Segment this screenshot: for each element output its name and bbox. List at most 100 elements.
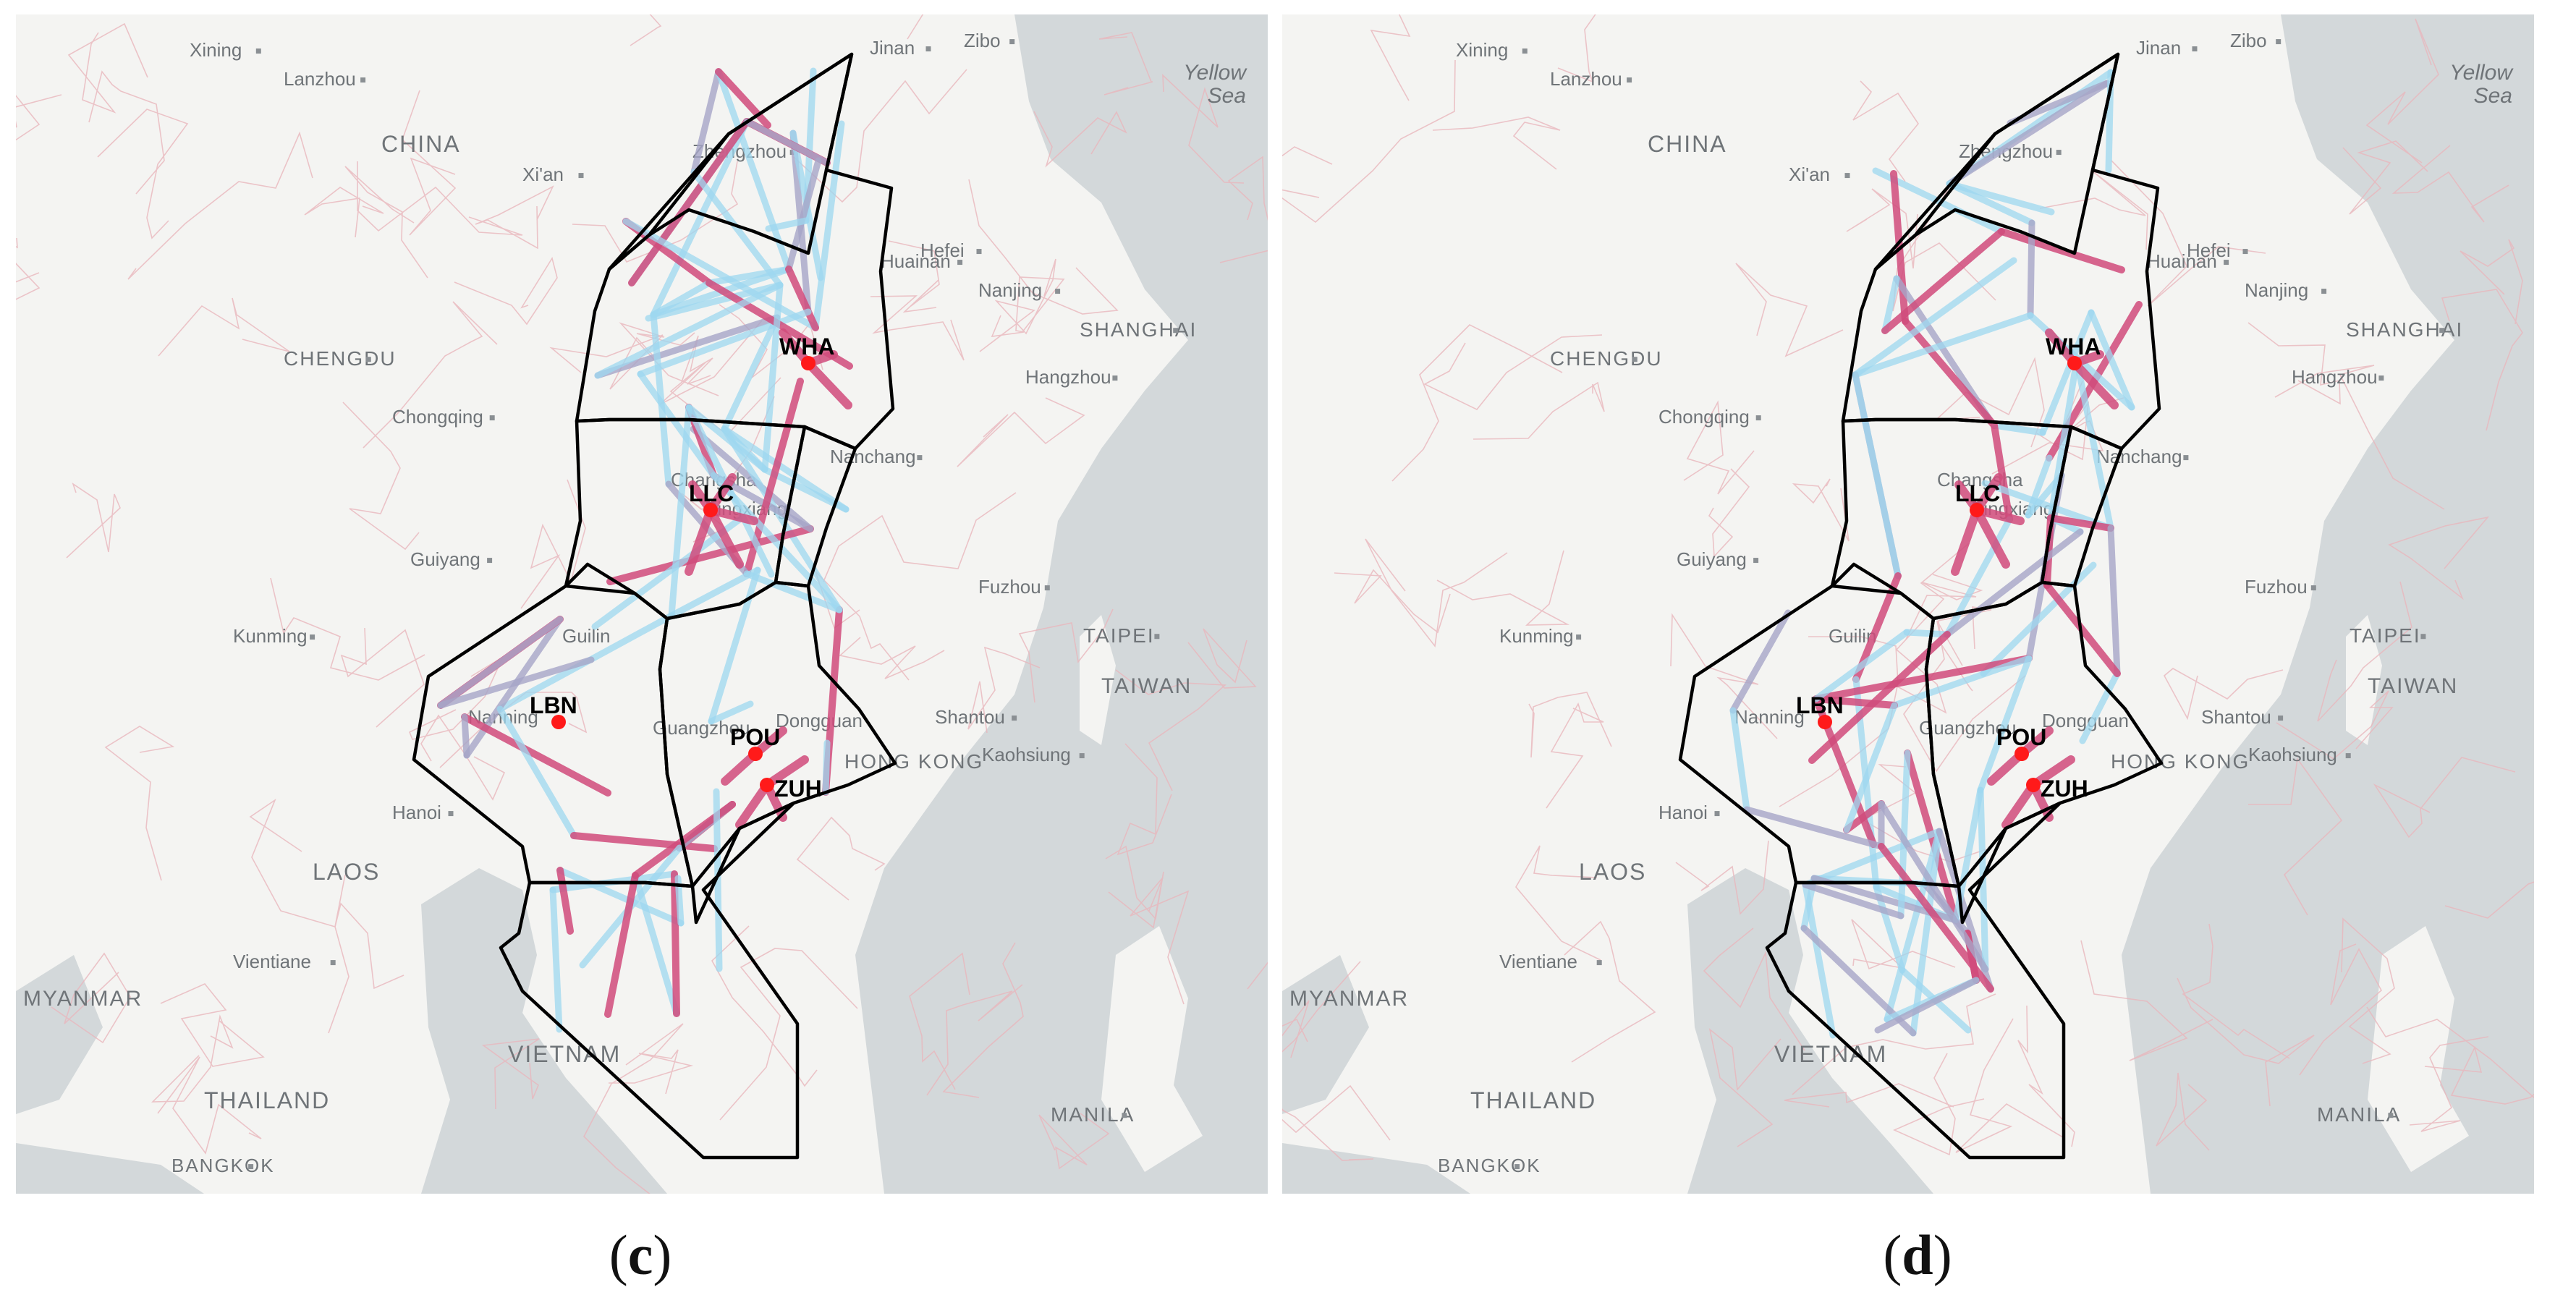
place-label-chengdu: CHENGDU (1550, 347, 1663, 370)
place-dot (1755, 415, 1761, 421)
border-line (16, 94, 62, 141)
network-link (1973, 506, 2010, 569)
network-link (708, 700, 754, 725)
place-labels: XiningLanzhouCHINAXi'anZhengzhouJinanZib… (1289, 30, 2514, 1176)
place-dot (2345, 753, 2351, 759)
place-label-taiwan: TAIWAN (1101, 674, 1192, 698)
place-label-shanghai: SHANGHAI (2346, 318, 2463, 341)
network-link (1944, 516, 2013, 638)
sea-shape (1687, 868, 1933, 1194)
border-line (249, 798, 346, 928)
network-link (1813, 655, 2033, 702)
border-line (549, 334, 664, 390)
network-link (2079, 670, 2121, 744)
border-line (942, 942, 1024, 1098)
network-link (804, 359, 852, 409)
station-label-zuh: ZUH (2041, 776, 2088, 802)
network-link (2039, 309, 2095, 436)
network-link (1743, 806, 1885, 850)
network-link (2027, 219, 2035, 319)
border-line (1098, 32, 1153, 95)
map-panel-c: Xining Lanzhou CHINA Xi'an Zhengzhou Jinan Zib… (16, 14, 1268, 1194)
border-line (363, 301, 498, 449)
border-line (2409, 1036, 2489, 1132)
network-link (685, 404, 768, 473)
sea-areas (16, 14, 1268, 1194)
border-line (1018, 608, 1114, 703)
network-link (1991, 422, 2046, 436)
border-line (1282, 961, 1391, 1141)
station-marker-pou (748, 747, 763, 761)
border-line (1893, 1053, 1985, 1156)
border-line (97, 109, 189, 239)
place-dot (1632, 357, 1637, 362)
place-label-thailand: THAILAND (204, 1087, 330, 1113)
network-link (1884, 828, 1943, 1023)
sea-shape (16, 955, 103, 1114)
border-line (583, 1023, 684, 1194)
sea-shape (2122, 14, 2534, 1194)
region-outline (1765, 801, 2066, 1160)
border-line (2373, 757, 2516, 838)
sea-shape (421, 868, 667, 1194)
place-label-taipei: TAIPEI (2350, 624, 2421, 647)
place-label-dongguan: Dongguan (2042, 710, 2129, 731)
place-label-xining: Xining (190, 39, 242, 61)
border-line (1282, 1109, 1374, 1161)
region-outlines (1678, 52, 2164, 1160)
place-dot (1514, 1164, 1520, 1170)
border-line (991, 276, 1065, 337)
station-label-llc: LLC (689, 480, 734, 506)
place-label-hangzhou: Hangzhou (1025, 366, 1111, 388)
place-dot (1122, 1113, 1127, 1118)
border-line (1938, 606, 1992, 692)
network-link (2107, 525, 2121, 677)
border-line (1117, 743, 1172, 856)
border-line (1735, 263, 1844, 357)
region-outline (499, 801, 800, 1160)
place-label-nanchang: Nanchang (830, 446, 916, 467)
network-link (1852, 371, 1902, 579)
border-line (1670, 613, 1778, 739)
map-svg-d: XiningLanzhouCHINAXi'anZhengzhouJinanZib… (1282, 14, 2534, 1194)
network-link (2029, 755, 2075, 789)
place-dot (1173, 328, 1179, 334)
border-line (888, 240, 940, 313)
border-line (719, 948, 858, 1121)
place-label-hanoi: Hanoi (392, 802, 441, 823)
place-dot (2192, 46, 2198, 52)
network-link (461, 713, 470, 759)
network-link (812, 120, 845, 331)
border-line (2366, 1006, 2534, 1099)
network-link (822, 739, 831, 796)
place-label-hefei: Hefei (2187, 239, 2231, 261)
network-link (1878, 843, 1994, 993)
border-line (328, 902, 404, 1034)
network-link (785, 157, 822, 273)
caption-d: (d) (1883, 1223, 1952, 1286)
border-line (1115, 669, 1226, 791)
place-label-zibo: Zibo (964, 30, 1001, 51)
station-label-pou: POU (1996, 724, 2046, 750)
network-link (690, 425, 814, 532)
place-dot (248, 1164, 254, 1170)
sea-areas (1282, 14, 2534, 1194)
network-link (706, 506, 758, 525)
network-link (628, 118, 750, 286)
border-line (2424, 1045, 2534, 1105)
sea-shape (16, 1143, 204, 1194)
place-label-nanning: Nanning (1734, 706, 1805, 728)
network-link (2047, 514, 2114, 532)
place-dot (2183, 455, 2189, 461)
place-dot (310, 634, 315, 640)
station-marker-lbn (1818, 715, 1832, 729)
border-line (158, 297, 290, 357)
border-line (1282, 146, 1333, 165)
border-line (2444, 881, 2534, 919)
border-line (2299, 943, 2383, 1076)
region-outline (1924, 580, 2164, 888)
place-label-myanmar: MYANMAR (23, 987, 143, 1011)
place-label-shanghai: SHANGHAI (1080, 318, 1197, 341)
network-link (1893, 275, 1993, 422)
